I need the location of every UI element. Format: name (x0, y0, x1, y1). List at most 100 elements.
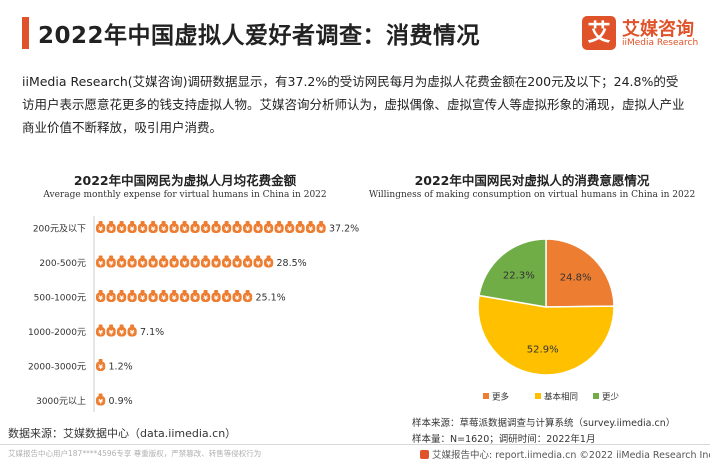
money-bag-icon: ¥ (274, 221, 284, 233)
svg-text:¥: ¥ (182, 260, 187, 268)
summary-text: iiMedia Research(艾媒咨询)调研数据显示，有37.2%的受访网民… (22, 74, 685, 135)
money-bag-icon: ¥ (96, 324, 106, 337)
pie-value-label: 52.9% (527, 345, 559, 356)
money-bag-icon: ¥ (96, 393, 106, 406)
legend-swatch (535, 393, 541, 399)
legend-label: 更少 (602, 393, 620, 403)
money-bag-icon: ¥ (127, 221, 137, 233)
money-bag-icon: ¥ (106, 221, 116, 233)
money-bag-icon: ¥ (201, 290, 211, 302)
svg-text:¥: ¥ (119, 225, 124, 233)
expense-bar: ¥ (96, 393, 106, 406)
svg-text:¥: ¥ (140, 260, 145, 268)
svg-text:¥: ¥ (266, 260, 271, 268)
money-bag-icon: ¥ (264, 255, 274, 268)
money-bag-icon: ¥ (169, 290, 179, 302)
svg-text:¥: ¥ (98, 398, 103, 406)
logo-mark-icon: 艾 (582, 16, 616, 50)
svg-text:¥: ¥ (130, 260, 135, 268)
money-bag-icon: ¥ (106, 255, 116, 268)
svg-text:¥: ¥ (214, 260, 219, 268)
logo-name-cn: 艾媒咨询 (622, 19, 694, 40)
svg-text:¥: ¥ (98, 329, 103, 337)
money-bag-icon: ¥ (190, 290, 200, 302)
svg-text:¥: ¥ (172, 260, 177, 268)
legend-label: 基本相同 (544, 392, 578, 403)
svg-text:¥: ¥ (235, 225, 240, 233)
money-bag-icon: ¥ (96, 359, 106, 371)
money-bag-icon: ¥ (127, 255, 137, 268)
footer-report-link: 艾媒报告中心: report.iimedia.cn ©2022 iiMedia … (420, 447, 710, 461)
page-title: 2022年中国虚拟人爱好者调查：消费情况 (38, 23, 481, 49)
footer-copyright-notice: 艾媒报告中心用户187****4596专享 尊重版权，严禁篡改、转售等侵权行为 (8, 449, 262, 458)
pie-slice (478, 238, 547, 308)
svg-text:¥: ¥ (287, 225, 292, 233)
legend-label: 更多 (492, 392, 510, 403)
money-bag-icon: ¥ (285, 221, 295, 233)
svg-text:¥: ¥ (119, 260, 124, 268)
money-bag-icon: ¥ (117, 221, 127, 233)
svg-text:¥: ¥ (98, 225, 103, 233)
bar-category-label: 500-1000元 (34, 294, 86, 304)
sample-source: 样本来源：草莓派数据调查与计算系统（survey.iimedia.cn） (412, 418, 676, 429)
money-bag-icon: ¥ (253, 255, 263, 268)
money-bag-icon: ¥ (117, 290, 127, 302)
expense-bar: ¥ ¥ ¥ ¥ (96, 324, 137, 337)
svg-text:¥: ¥ (98, 294, 103, 302)
money-bag-icon: ¥ (127, 324, 137, 337)
money-bag-icon: ¥ (211, 290, 221, 302)
expense-chart-title: 2022年中国网民为虚拟人月均花费金额 (73, 173, 297, 188)
money-bag-icon: ¥ (211, 221, 221, 233)
money-bag-icon: ¥ (201, 221, 211, 233)
money-bag-icon: ¥ (180, 221, 190, 233)
footer-report-text: 艾媒报告中心: report.iimedia.cn ©2022 iiMedia … (432, 450, 710, 461)
expense-bar: ¥ (96, 359, 106, 371)
bar-value-label: 7.1% (140, 327, 164, 338)
pie-value-label: 24.8% (560, 273, 592, 284)
report-center-icon (420, 450, 429, 459)
bar-value-label: 37.2% (329, 224, 359, 235)
svg-text:¥: ¥ (256, 225, 261, 233)
money-bag-icon: ¥ (148, 290, 158, 302)
willingness-chart-subtitle: Willingness of making consumption on vir… (368, 190, 696, 200)
title-accent-bar (22, 17, 29, 49)
svg-text:¥: ¥ (182, 294, 187, 302)
money-bag-icon: ¥ (190, 221, 200, 233)
money-bag-icon: ¥ (138, 255, 148, 268)
svg-text:¥: ¥ (203, 260, 208, 268)
money-bag-icon: ¥ (222, 255, 232, 268)
svg-text:¥: ¥ (277, 225, 282, 233)
svg-text:¥: ¥ (203, 294, 208, 302)
money-bag-icon: ¥ (232, 255, 242, 268)
svg-text:¥: ¥ (161, 294, 166, 302)
willingness-chart-title: 2022年中国网民对虚拟人的消费意愿情况 (414, 173, 650, 188)
money-bag-icon: ¥ (190, 255, 200, 268)
bar-value-label: 1.2% (109, 362, 133, 373)
svg-text:¥: ¥ (235, 260, 240, 268)
pie-slice (477, 294, 615, 376)
svg-text:¥: ¥ (224, 260, 229, 268)
expense-bar: ¥ ¥ ¥ ¥ ¥ ¥ ¥ ¥ ¥ ¥ ¥ ¥ ¥ ¥ ¥ ¥ ¥ (96, 255, 274, 268)
pie-value-label: 22.3% (503, 270, 535, 281)
money-bag-icon: ¥ (117, 255, 127, 268)
money-bag-icon: ¥ (243, 221, 253, 233)
footer-divider (0, 444, 710, 445)
money-bag-icon: ¥ (180, 290, 190, 302)
svg-text:¥: ¥ (203, 225, 208, 233)
money-bag-icon: ¥ (222, 221, 232, 233)
svg-text:¥: ¥ (235, 294, 240, 302)
pie-legend: 更多 基本相同 更少 (483, 392, 620, 403)
sample-size: 样本量：N=1620；调研时间：2022年1月 (412, 434, 596, 445)
money-bag-icon: ¥ (201, 255, 211, 268)
money-bag-icon: ¥ (148, 221, 158, 233)
money-bag-icon: ¥ (264, 221, 274, 233)
svg-text:¥: ¥ (119, 329, 124, 337)
money-bag-icon: ¥ (96, 255, 106, 268)
svg-text:¥: ¥ (109, 260, 114, 268)
logo-name-en: iiMedia Research (622, 38, 699, 48)
money-bag-icon: ¥ (106, 324, 116, 337)
svg-text:¥: ¥ (245, 260, 250, 268)
svg-text:¥: ¥ (224, 294, 229, 302)
bar-value-label: 28.5% (277, 258, 307, 269)
bar-category-label: 2000-3000元 (28, 363, 86, 373)
